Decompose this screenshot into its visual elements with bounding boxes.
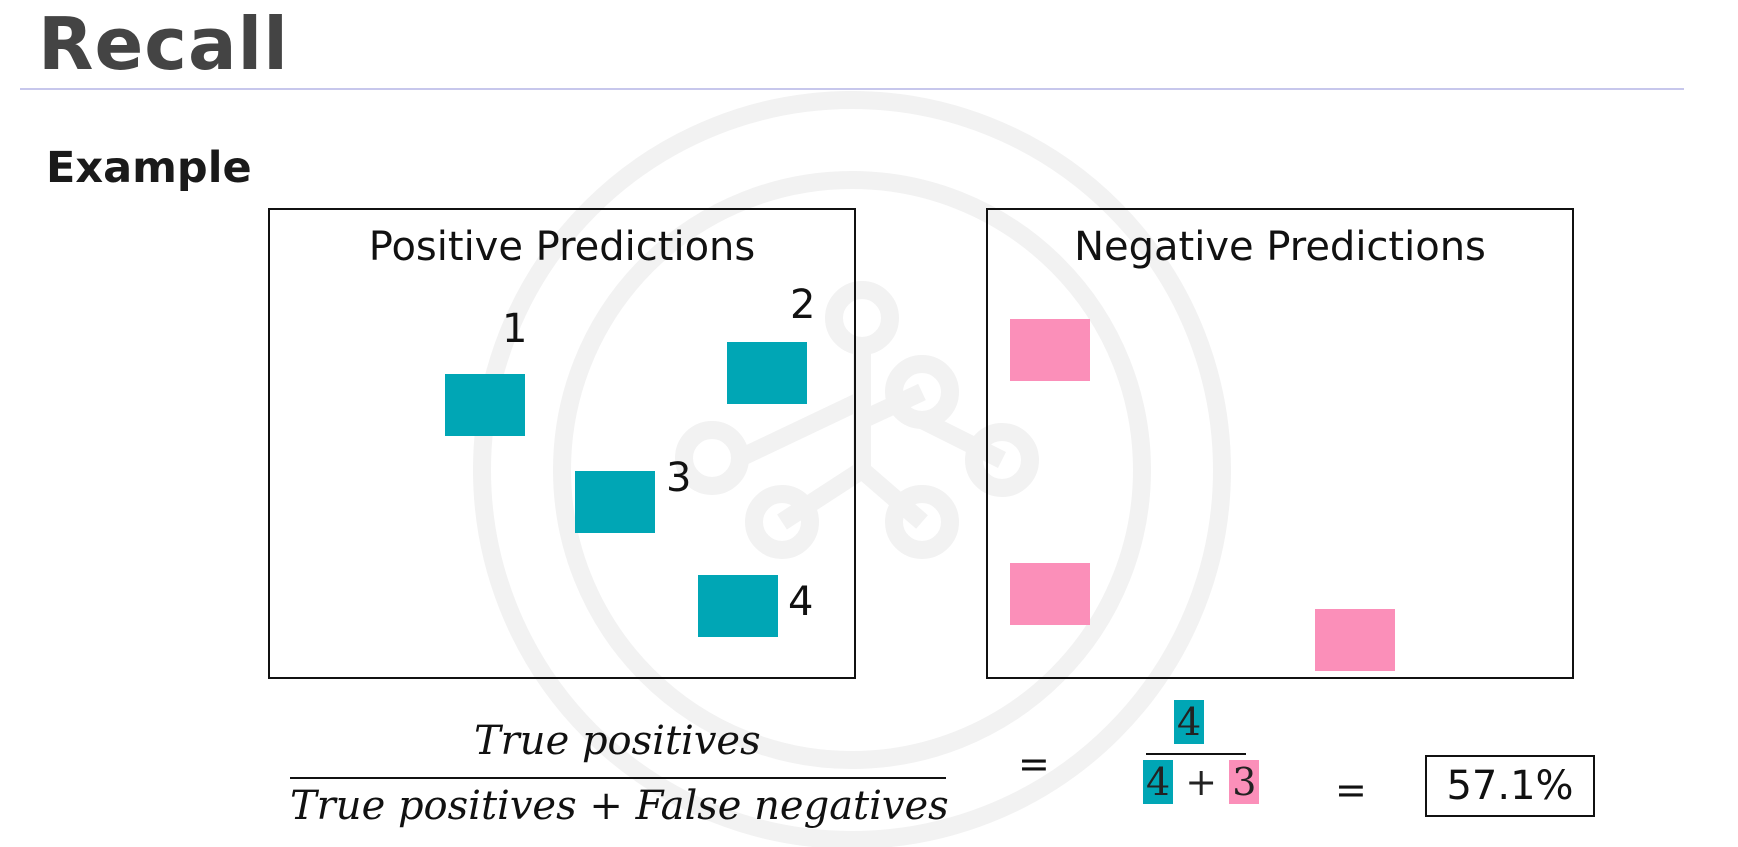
slide-title: Recall	[38, 2, 289, 86]
calc-plus: +	[1185, 760, 1218, 804]
calc-numerator: 4	[1174, 700, 1205, 744]
title-divider	[20, 88, 1684, 90]
false-negative-square	[1315, 609, 1395, 671]
positive-predictions-panel: Positive Predictions 1 2 3 4	[268, 208, 856, 679]
false-negative-square	[1010, 319, 1090, 381]
negative-panel-title: Negative Predictions	[1074, 224, 1486, 270]
positive-panel-title: Positive Predictions	[368, 224, 756, 270]
true-positive-square	[575, 471, 655, 533]
item-number: 2	[790, 282, 816, 328]
item-number: 1	[502, 306, 528, 352]
equals-sign-result: =	[1335, 768, 1367, 812]
true-positive-square	[727, 342, 807, 404]
calc-numerator-value: 4	[1174, 700, 1205, 744]
true-positive-square	[445, 374, 525, 436]
calc-fraction-line	[1146, 753, 1246, 755]
equals-sign: =	[1018, 742, 1050, 786]
recall-result-box: 57.1%	[1425, 755, 1595, 817]
true-positive-square	[698, 575, 778, 637]
negative-predictions-panel: Negative Predictions	[986, 208, 1574, 679]
formula-fraction-line	[290, 777, 946, 779]
recall-result-value: 57.1%	[1446, 763, 1574, 809]
item-number: 4	[788, 579, 814, 625]
item-number: 3	[666, 455, 692, 501]
false-negative-square	[1010, 563, 1090, 625]
calc-denominator: 4 + 3	[1143, 760, 1260, 804]
calc-denominator-fn: 3	[1229, 760, 1260, 804]
formula-numerator: True positives	[474, 718, 761, 764]
calc-denominator-tp: 4	[1143, 760, 1174, 804]
formula-denominator: True positives + False negatives	[290, 783, 949, 829]
slide-subtitle: Example	[46, 143, 252, 193]
